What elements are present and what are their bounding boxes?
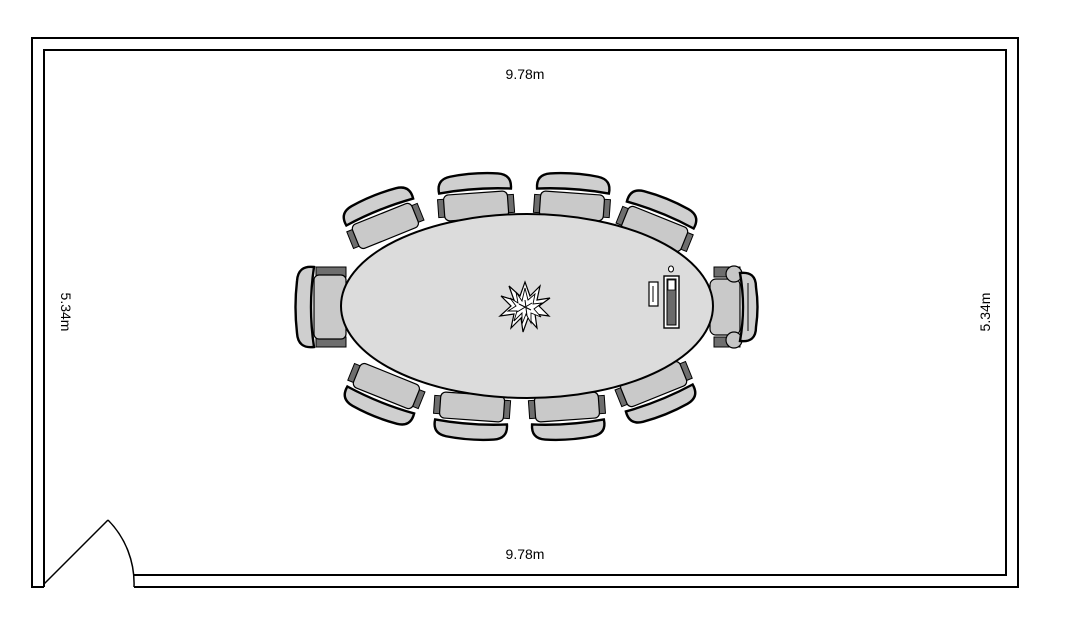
door-swing-arc — [107, 519, 135, 588]
right-height-label: 5.34m — [977, 293, 993, 332]
chair-bottom-1[interactable] — [339, 360, 427, 431]
chairs — [294, 171, 759, 442]
top-width-label: 9.78m — [506, 66, 545, 82]
chair-bottom-4[interactable] — [614, 358, 702, 429]
plant-icon — [498, 280, 551, 333]
chair-top-3[interactable] — [532, 171, 612, 222]
left-height-label: 5.34m — [58, 293, 74, 332]
chair-top-1[interactable] — [338, 182, 426, 253]
door-leaf — [43, 519, 109, 585]
chair-top-2[interactable] — [436, 171, 516, 222]
chair-left-end[interactable] — [294, 265, 347, 349]
outer-wall — [31, 37, 1019, 588]
inner-wall — [43, 49, 1007, 587]
laptop-icon — [648, 265, 680, 329]
chair-top-4[interactable] — [615, 185, 703, 256]
door[interactable] — [43, 519, 135, 588]
bottom-width-label: 9.78m — [506, 546, 545, 562]
chair-right-end[interactable] — [709, 265, 759, 349]
chair-bottom-2[interactable] — [432, 391, 512, 442]
room-walls — [31, 37, 1019, 588]
chair-bottom-3[interactable] — [527, 391, 607, 442]
